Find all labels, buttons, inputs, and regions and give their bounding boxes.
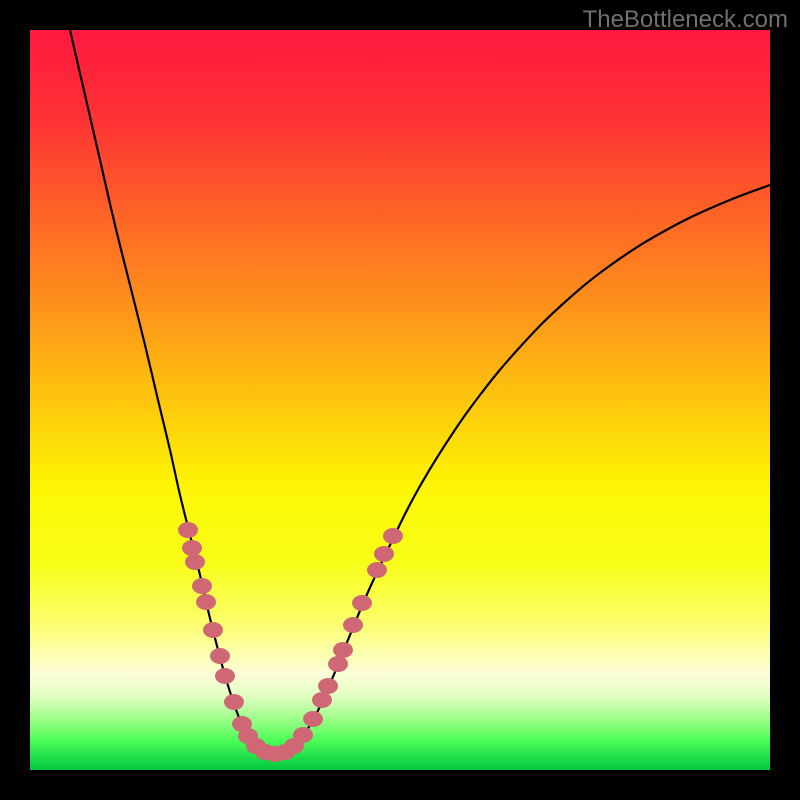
marker-point — [185, 554, 205, 570]
marker-point — [312, 692, 332, 708]
marker-point — [343, 617, 363, 633]
plot-svg — [30, 30, 770, 770]
marker-point — [303, 711, 323, 727]
marker-point — [182, 540, 202, 556]
marker-point — [196, 594, 216, 610]
marker-point — [224, 694, 244, 710]
marker-point — [215, 668, 235, 684]
marker-point — [178, 522, 198, 538]
marker-point — [352, 595, 372, 611]
marker-point — [318, 678, 338, 694]
marker-point — [328, 656, 348, 672]
marker-point — [203, 622, 223, 638]
watermark-text: TheBottleneck.com — [583, 6, 788, 34]
marker-point — [333, 642, 353, 658]
marker-point — [383, 528, 403, 544]
chart-container: TheBottleneck.com — [0, 0, 800, 800]
plot-area — [30, 30, 770, 770]
marker-point — [367, 562, 387, 578]
marker-point — [192, 578, 212, 594]
marker-point — [293, 727, 313, 743]
marker-point — [210, 648, 230, 664]
marker-point — [374, 546, 394, 562]
gradient-background — [30, 30, 770, 770]
